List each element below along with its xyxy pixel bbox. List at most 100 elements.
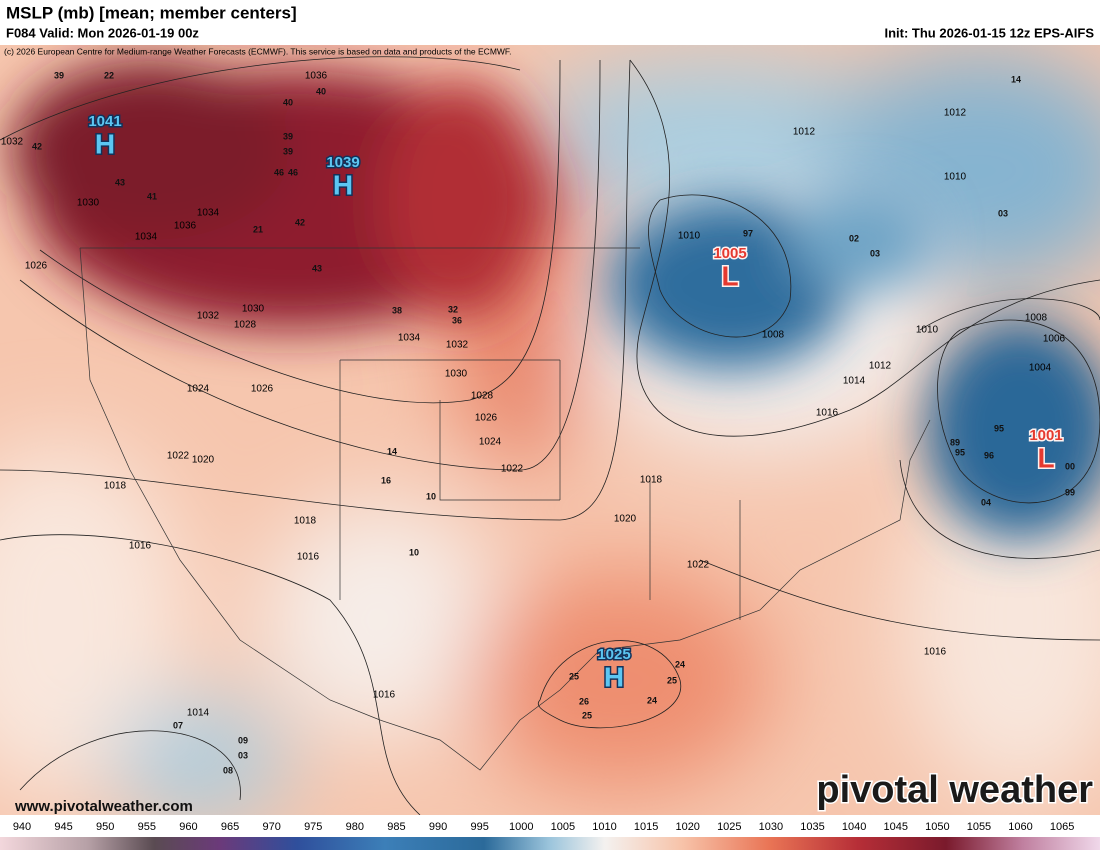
isobar-label: 1012	[869, 361, 892, 372]
isobar-label: 1024	[479, 437, 502, 448]
isobar-label: 1018	[294, 516, 317, 527]
member-center-value: 16	[381, 475, 391, 485]
colorbar-tick-label: 1015	[634, 821, 658, 833]
member-center-value: 03	[998, 208, 1008, 218]
colorbar-tick-label: 1055	[967, 821, 991, 833]
isobar-label: 1032	[1, 137, 24, 148]
member-center-value: 02	[849, 233, 859, 243]
colorbar-tick-label: 1035	[800, 821, 824, 833]
member-center-value: 25	[569, 671, 579, 681]
title: MSLP (mb) [mean; member centers]	[6, 3, 297, 22]
colorbar-tick-label: 1065	[1050, 821, 1074, 833]
isobar-label: 1022	[167, 451, 190, 462]
member-center-value: 46	[288, 167, 298, 177]
center-letter: H	[95, 128, 115, 159]
member-center-value: 03	[238, 750, 248, 760]
isobar-label: 1030	[77, 198, 100, 209]
member-center-value: 08	[223, 765, 233, 775]
colorbar-tick-label: 965	[221, 821, 239, 833]
member-center-value: 00	[1065, 461, 1075, 471]
isobar-label: 1022	[687, 560, 710, 571]
member-center-value: 21	[253, 224, 263, 234]
member-center-value: 24	[647, 695, 657, 705]
map-labels: 1036103410341032103210301030102810281026…	[1, 70, 1075, 775]
isobar-label: 1024	[187, 384, 210, 395]
member-center-value: 95	[994, 423, 1004, 433]
member-center-value: 39	[54, 70, 64, 80]
valid-time: F084 Valid: Mon 2026-01-19 00z	[6, 25, 199, 40]
center-value: 1025	[597, 646, 630, 663]
member-center-value: 99	[1065, 487, 1075, 497]
isobar-label: 1028	[234, 320, 257, 331]
center-letter: L	[1037, 442, 1054, 473]
isobar-label: 1034	[197, 208, 220, 219]
colorbar-tick-label: 1010	[592, 821, 616, 833]
isobar-label: 1036	[305, 71, 328, 82]
colorbar-tick-label: 995	[470, 821, 488, 833]
member-center-value: 39	[283, 131, 293, 141]
colorbar-tick-label: 1030	[759, 821, 783, 833]
member-center-value: 40	[283, 97, 293, 107]
member-center-value: 14	[387, 446, 397, 456]
center-value: 1001	[1029, 427, 1062, 444]
member-center-value: 41	[147, 191, 157, 201]
isobar-label: 1026	[475, 413, 498, 424]
colorbar-tick-label: 1040	[842, 821, 866, 833]
colorbar-tick-label: 975	[304, 821, 322, 833]
isobar-label: 1028	[471, 391, 494, 402]
colorbar-tick-label: 1005	[551, 821, 575, 833]
isobar-label: 1026	[25, 261, 48, 272]
isobar-label: 1020	[192, 455, 215, 466]
isobar-label: 1018	[104, 481, 127, 492]
colorbar-tick-label: 1020	[675, 821, 699, 833]
isobars	[0, 56, 1100, 815]
member-center-value: 26	[579, 696, 589, 706]
member-center-value: 25	[582, 710, 592, 720]
init-time: Init: Thu 2026-01-15 12z EPS-AIFS	[884, 25, 1094, 40]
member-center-value: 14	[1011, 74, 1021, 84]
header-bg	[0, 0, 1100, 45]
isobar-label: 1016	[129, 541, 152, 552]
colorbar-tick-label: 985	[387, 821, 405, 833]
member-center-value: 46	[274, 167, 284, 177]
member-center-value: 09	[238, 735, 248, 745]
isobar-label: 1030	[242, 304, 265, 315]
isobar-label: 1008	[762, 330, 785, 341]
isobar-label: 1016	[373, 690, 396, 701]
member-center-value: 10	[409, 547, 419, 557]
colorbar-tick-label: 1050	[925, 821, 949, 833]
colorbar-tick-label: 1045	[883, 821, 907, 833]
isobar-label: 1004	[1029, 363, 1052, 374]
isobar-label: 1032	[446, 340, 469, 351]
member-center-value: 36	[452, 315, 462, 325]
isobar-label: 1034	[135, 232, 158, 243]
member-center-value: 07	[173, 720, 183, 730]
member-center-value: 10	[426, 491, 436, 501]
isobar-label: 1008	[1025, 313, 1048, 324]
colorbar-tick-label: 1060	[1008, 821, 1032, 833]
isobar-label: 1020	[614, 514, 637, 525]
member-center-value: 42	[295, 217, 305, 227]
member-center-value: 89	[950, 437, 960, 447]
center-letter: L	[721, 260, 738, 291]
member-center-value: 24	[675, 659, 685, 669]
isobar-label: 1012	[944, 108, 967, 119]
colorbar-tick-label: 1025	[717, 821, 741, 833]
isobar-label: 1026	[251, 384, 274, 395]
member-center-value: 39	[283, 146, 293, 156]
member-center-value: 97	[743, 228, 753, 238]
member-center-value: 95	[955, 447, 965, 457]
website: www.pivotalweather.com	[14, 798, 193, 815]
colorbar-tick-label: 940	[13, 821, 31, 833]
member-center-value: 43	[312, 263, 322, 273]
isobar-label: 1014	[843, 376, 866, 387]
isobar-label: 1010	[944, 172, 967, 183]
colorbar-tick-label: 950	[96, 821, 114, 833]
colorbar-tick-label: 960	[179, 821, 197, 833]
isobar-label: 1032	[197, 311, 220, 322]
watermark: pivotal weather	[816, 769, 1093, 811]
member-center-value: 38	[392, 305, 402, 315]
isobar-label: 1030	[445, 369, 468, 380]
isobar-label: 1018	[640, 475, 663, 486]
